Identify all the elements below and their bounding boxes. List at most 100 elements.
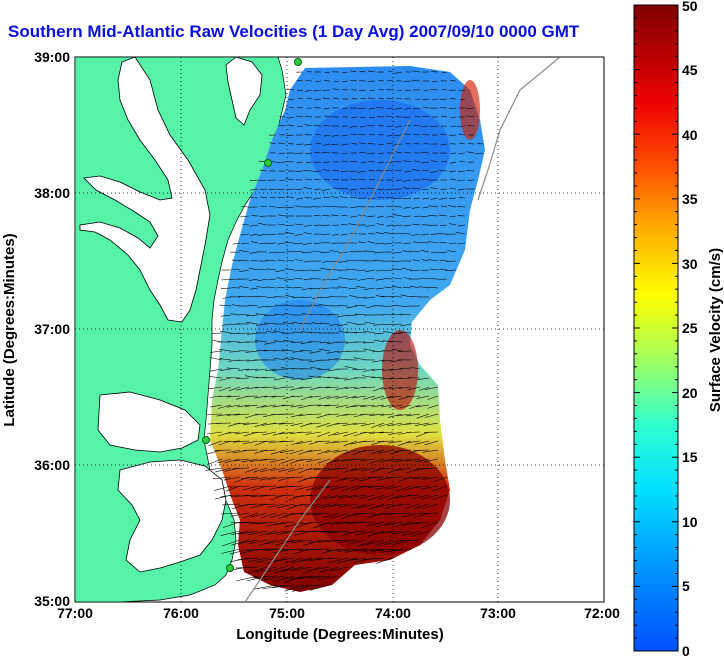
velocity-vector [262,431,277,436]
velocity-vector [279,179,286,181]
velocity-vector [398,350,412,352]
velocity-vector [327,431,340,437]
velocity-vector [286,88,295,91]
velocity-vector [273,357,286,361]
velocity-vector [209,376,223,379]
velocity-vector [403,206,412,209]
velocity-vector [339,503,358,508]
velocity-vector [394,467,412,471]
x-tick-label: 75:00 [269,605,305,621]
velocity-vector [239,250,250,253]
velocity-vector [458,152,466,154]
velocity-vector [323,494,340,500]
velocity-vector [338,277,349,280]
velocity-vector [351,404,367,407]
velocity-vector [249,287,259,290]
radar-station-marker[interactable] [294,58,302,66]
velocity-vector [296,161,304,164]
velocity-vector [330,512,349,519]
velocity-vector [361,375,376,379]
velocity-vector [294,188,304,190]
velocity-vector [324,71,331,74]
colorbar-tick-label: 10 [682,514,698,530]
velocity-vector [384,286,394,289]
velocity-vector [432,485,448,492]
velocity-vector [210,404,223,408]
velocity-vector [368,458,385,464]
velocity-vector [350,70,358,73]
velocity-vector [267,503,286,508]
velocity-vector [431,71,439,73]
velocity-vector [304,124,313,127]
velocity-vector [336,404,349,408]
velocity-vector [367,241,376,244]
velocity-vector [320,503,340,508]
chesapeake-bay [79,57,211,323]
velocity-vector [325,449,340,453]
velocity-vector [226,404,241,408]
velocity-vector [398,386,412,389]
velocity-vector [413,197,421,199]
velocity-vector [356,269,367,271]
velocity-vector [377,161,385,164]
bathymetry-contour [244,479,331,602]
velocity-vector [305,467,322,471]
velocity-vector [276,286,286,289]
velocity-vector [414,440,430,445]
velocity-vector [403,187,412,190]
velocity-vector [266,286,277,289]
velocity-vector [421,521,439,529]
velocity-vector [421,161,430,164]
velocity-vector [249,197,259,199]
velocity-vector [264,395,277,398]
radar-station-marker[interactable] [264,159,272,167]
velocity-vector [356,485,376,487]
velocity-vector [283,322,295,325]
velocity-vector [259,440,277,442]
velocity-vector [223,476,241,481]
velocity-vector [393,305,403,307]
velocity-vector [341,134,349,137]
velocity-vector [235,566,259,569]
velocity-vector [414,98,421,100]
velocity-vector [249,521,268,525]
velocity-vector [297,125,304,127]
velocity-vector [421,152,430,154]
velocity-vector [294,269,304,272]
velocity-vector [440,205,448,208]
velocity-vector [413,449,430,451]
radar-station-marker[interactable] [202,436,210,444]
velocity-vector [386,161,394,163]
velocity-vector [338,260,349,263]
velocity-vector [424,440,439,446]
velocity-vector [364,296,376,299]
velocity-vector [343,440,358,447]
velocity-vector [448,107,457,110]
velocity-vector [342,107,349,110]
velocity-vector [245,350,259,353]
velocity-vector [293,503,313,506]
velocity-vector [292,296,304,299]
velocity-vector [402,530,421,536]
radar-station-marker[interactable] [226,564,234,572]
velocity-vector [303,143,313,146]
velocity-vector [437,251,448,254]
velocity-vector [233,413,250,416]
velocity-vector [302,251,313,254]
velocity-vector [422,170,430,172]
velocity-vector [317,458,331,464]
velocity-vector [330,467,349,470]
velocity-vector [294,286,304,289]
velocity-vector [350,476,367,482]
velocity-vector [272,404,286,408]
velocity-vector [285,295,295,298]
velocity-vector [226,413,241,416]
velocity-vector [349,458,367,460]
velocity-vector [422,197,430,200]
velocity-vector [404,107,412,110]
velocity-vector [376,287,385,290]
velocity-vector [419,286,430,289]
velocity-vector [439,241,448,244]
velocity-vector [440,133,448,136]
velocity-vector [427,404,439,409]
